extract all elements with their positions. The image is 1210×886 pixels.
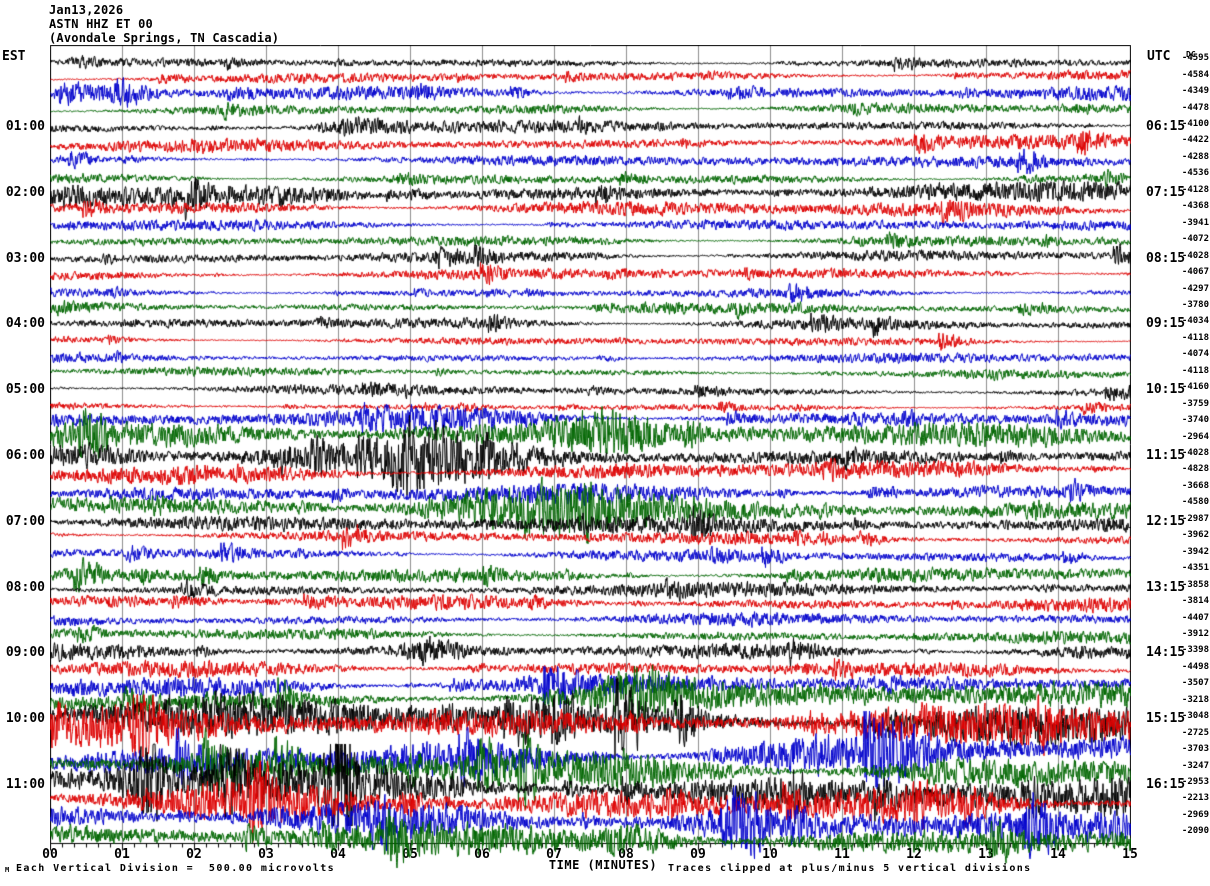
- est-time-label: 10:00: [5, 711, 45, 727]
- dc-offset-value: -4118: [1181, 332, 1209, 343]
- dc-offset-value: -4407: [1181, 612, 1209, 623]
- dc-offset-value: -4074: [1181, 349, 1209, 360]
- utc-time-label: 06:15: [1146, 119, 1186, 134]
- dc-offset-value: -3703: [1181, 744, 1209, 755]
- utc-time-label: 14:15: [1146, 645, 1186, 661]
- dc-offset-value: -4028: [1181, 448, 1209, 458]
- dc-offset-value: -3814: [1181, 596, 1209, 607]
- utc-time-label: 16:15: [1146, 777, 1186, 792]
- dc-offset-value: -4828: [1181, 464, 1209, 475]
- seismogram-canvas: [50, 45, 1131, 886]
- station-location: (Avondale Springs, TN Cascadia): [49, 31, 280, 45]
- dc-offset-value: -3048: [1181, 711, 1209, 722]
- dc-offset-value: -2969: [1181, 809, 1209, 820]
- dc-offset-value: -3962: [1181, 530, 1209, 541]
- est-time-label: 09:00: [5, 645, 45, 661]
- dc-offset-value: -2953: [1181, 777, 1209, 787]
- right-timezone-label: UTC: [1147, 49, 1171, 64]
- dc-offset-value: -2213: [1181, 793, 1209, 804]
- dc-offset-value: -4067: [1181, 267, 1209, 278]
- dc-offset-value: -3759: [1181, 398, 1209, 409]
- dc-offset-value: -3218: [1181, 694, 1209, 705]
- dc-offset-value: -2725: [1181, 727, 1209, 738]
- dc-column-header: DC: [1186, 50, 1196, 59]
- est-time-label: 02:00: [5, 184, 45, 200]
- dc-offset-value: -4498: [1181, 661, 1209, 672]
- record-date: Jan13,2026: [49, 3, 124, 17]
- dc-offset-value: -4536: [1181, 168, 1209, 179]
- dc-offset-value: -3247: [1181, 760, 1209, 771]
- utc-time-label: 09:15: [1146, 316, 1186, 332]
- dc-offset-value: -4034: [1181, 316, 1209, 327]
- dc-offset-value: -3858: [1181, 579, 1209, 590]
- dc-offset-value: -4368: [1181, 201, 1209, 212]
- dc-offset-value: -4072: [1181, 234, 1209, 245]
- dc-offset-value: -3740: [1181, 415, 1209, 426]
- dc-offset-value: -4118: [1181, 365, 1209, 376]
- utc-time-label: 07:15: [1146, 184, 1186, 200]
- dc-offset-value: -3942: [1181, 546, 1209, 557]
- dc-offset-value: -4478: [1181, 102, 1209, 113]
- left-timezone-label: EST: [2, 49, 26, 64]
- est-time-label: 05:00: [5, 382, 45, 398]
- dc-offset-value: -3941: [1181, 217, 1209, 228]
- watermark-mark: M: [5, 866, 10, 874]
- dc-offset-value: -4100: [1181, 119, 1209, 129]
- dc-offset-value: -2090: [1181, 826, 1209, 837]
- dc-offset-value: -4595: [1181, 53, 1209, 64]
- dc-offset-value: -4584: [1181, 69, 1209, 80]
- station-id: ASTN HHZ ET 00: [49, 17, 153, 31]
- est-time-label: 07:00: [5, 513, 45, 529]
- dc-offset-value: -2964: [1181, 431, 1209, 442]
- utc-time-label: 15:15: [1146, 711, 1186, 727]
- est-time-label: 04:00: [5, 316, 45, 332]
- dc-offset-value: -4128: [1181, 184, 1209, 195]
- est-time-label: 01:00: [5, 119, 45, 134]
- est-time-label: 06:00: [5, 448, 45, 463]
- dc-offset-value: -3668: [1181, 480, 1209, 491]
- utc-time-label: 13:15: [1146, 579, 1186, 595]
- dc-offset-value: -3507: [1181, 678, 1209, 689]
- dc-offset-value: -4422: [1181, 135, 1209, 146]
- dc-offset-value: -4297: [1181, 283, 1209, 294]
- dc-offset-value: -4351: [1181, 563, 1209, 574]
- utc-time-label: 11:15: [1146, 448, 1186, 463]
- dc-offset-value: -2987: [1181, 513, 1209, 524]
- dc-offset-value: -4349: [1181, 86, 1209, 97]
- dc-offset-value: -3398: [1181, 645, 1209, 656]
- est-time-label: 08:00: [5, 579, 45, 595]
- dc-offset-value: -3780: [1181, 299, 1209, 310]
- utc-time-label: 10:15: [1146, 382, 1186, 398]
- est-time-label: 11:00: [5, 777, 45, 792]
- dc-offset-value: -4288: [1181, 151, 1209, 162]
- dc-offset-value: -4028: [1181, 250, 1209, 261]
- utc-time-label: 12:15: [1146, 513, 1186, 529]
- dc-offset-value: -4160: [1181, 382, 1209, 393]
- utc-time-label: 08:15: [1146, 250, 1186, 266]
- est-time-label: 03:00: [5, 250, 45, 266]
- dc-offset-value: -3912: [1181, 628, 1209, 639]
- dc-offset-value: -4580: [1181, 497, 1209, 508]
